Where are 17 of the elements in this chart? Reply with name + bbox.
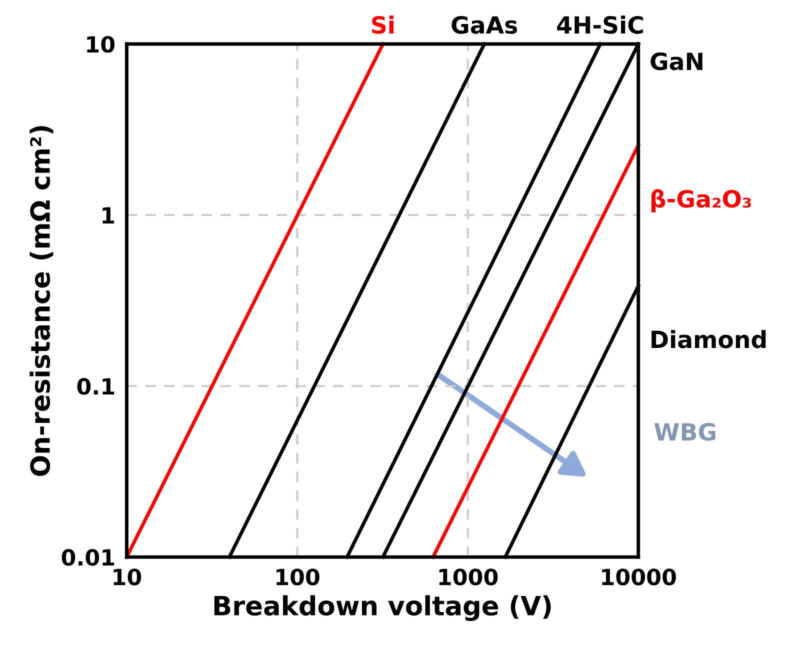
x-tick-label: 10 [114,568,142,586]
text: WBG [654,422,716,441]
y-tick-label: 0.1 [77,378,114,395]
y-tick-label: 0.01 [62,549,114,566]
series-label: GaAs [452,16,518,34]
series-label: Diamond [652,330,766,348]
x-tick-label: 100 [276,568,320,586]
series-label: β-Ga₂O₃ [651,189,751,212]
y-tick-label: 10 [87,36,115,53]
x-tick-label: 10000 [602,568,676,586]
y-axis-title: On-resistance (mΩ cm²) [30,126,54,476]
x-tick-label: 1000 [439,568,498,586]
series-label: 4H-SiC [557,16,643,34]
x-axis-title: Breakdown voltage (V) [214,595,551,621]
series-label: Si [372,16,394,34]
series-label: GaN [650,52,702,70]
y-tick-label: 1 [102,207,114,224]
